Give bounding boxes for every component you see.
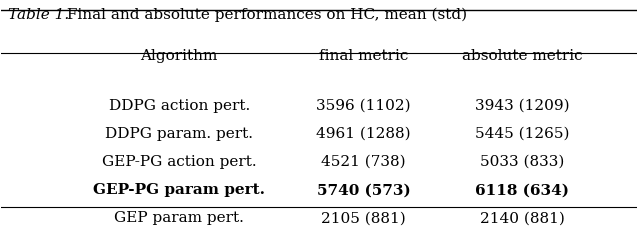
Text: final metric: final metric	[319, 49, 408, 63]
Text: 5740 (573): 5740 (573)	[316, 183, 410, 196]
Text: Algorithm: Algorithm	[140, 49, 218, 63]
Text: 2105 (881): 2105 (881)	[321, 210, 406, 225]
Text: GEP param pert.: GEP param pert.	[114, 210, 244, 225]
Text: 4961 (1288): 4961 (1288)	[316, 126, 411, 140]
Text: Final and absolute performances on HC, mean (std): Final and absolute performances on HC, m…	[62, 8, 467, 22]
Text: 5445 (1265): 5445 (1265)	[475, 126, 570, 140]
Text: 2140 (881): 2140 (881)	[480, 210, 565, 225]
Text: DDPG param. pert.: DDPG param. pert.	[105, 126, 253, 140]
Text: GEP-PG action pert.: GEP-PG action pert.	[102, 154, 256, 168]
Text: Table 1.: Table 1.	[8, 8, 69, 22]
Text: 3943 (1209): 3943 (1209)	[475, 98, 570, 112]
Text: 5033 (833): 5033 (833)	[480, 154, 565, 168]
Text: 4521 (738): 4521 (738)	[321, 154, 406, 168]
Text: 6118 (634): 6118 (634)	[475, 183, 569, 196]
Text: GEP-PG param pert.: GEP-PG param pert.	[93, 183, 265, 196]
Text: absolute metric: absolute metric	[462, 49, 582, 63]
Text: DDPG action pert.: DDPG action pert.	[108, 98, 250, 112]
Text: 3596 (1102): 3596 (1102)	[316, 98, 411, 112]
